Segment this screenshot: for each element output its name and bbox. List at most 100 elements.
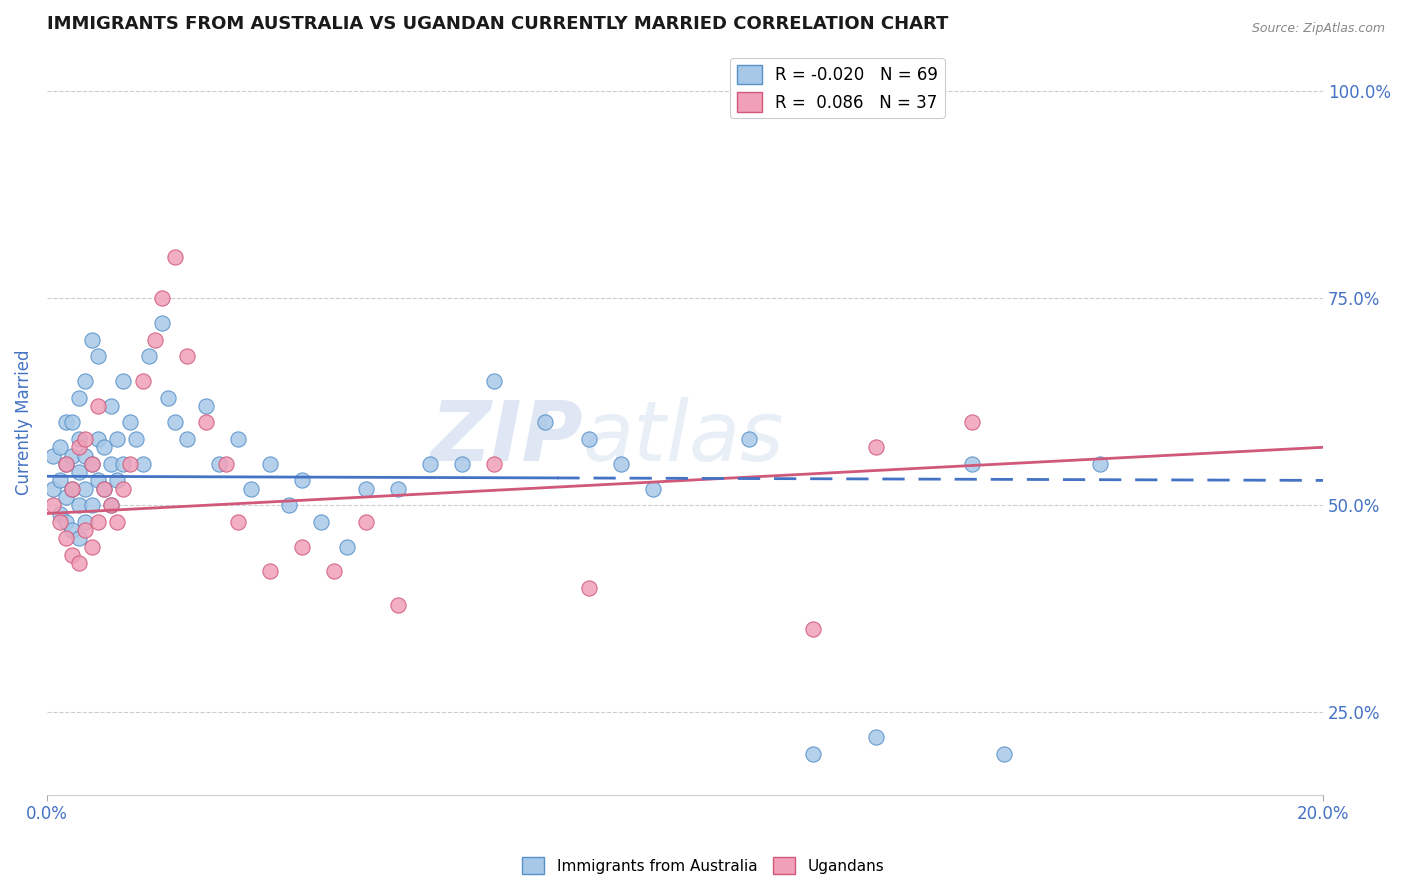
Point xyxy=(67,432,90,446)
Point xyxy=(80,498,103,512)
Point xyxy=(131,374,153,388)
Text: IMMIGRANTS FROM AUSTRALIA VS UGANDAN CURRENTLY MARRIED CORRELATION CHART: IMMIGRANTS FROM AUSTRALIA VS UGANDAN CUR… xyxy=(46,15,948,33)
Point xyxy=(131,457,153,471)
Point xyxy=(1088,457,1111,471)
Point xyxy=(80,457,103,471)
Point xyxy=(387,598,409,612)
Point xyxy=(80,333,103,347)
Point xyxy=(55,515,77,529)
Point xyxy=(67,556,90,570)
Point xyxy=(291,540,314,554)
Point xyxy=(93,482,115,496)
Point xyxy=(100,498,122,512)
Point xyxy=(67,440,90,454)
Point xyxy=(80,540,103,554)
Point xyxy=(105,474,128,488)
Point xyxy=(75,523,97,537)
Point xyxy=(87,399,110,413)
Point xyxy=(48,474,70,488)
Point xyxy=(55,457,77,471)
Point xyxy=(993,747,1015,761)
Point xyxy=(87,474,110,488)
Point xyxy=(125,432,148,446)
Point xyxy=(62,482,84,496)
Point xyxy=(62,523,84,537)
Y-axis label: Currently Married: Currently Married xyxy=(15,350,32,495)
Point xyxy=(48,515,70,529)
Point xyxy=(214,457,236,471)
Point xyxy=(145,333,167,347)
Point xyxy=(960,457,983,471)
Point xyxy=(67,465,90,479)
Legend: Immigrants from Australia, Ugandans: Immigrants from Australia, Ugandans xyxy=(516,851,890,880)
Point xyxy=(55,457,77,471)
Point xyxy=(801,747,824,761)
Point xyxy=(75,432,97,446)
Point xyxy=(112,482,135,496)
Point xyxy=(87,432,110,446)
Point xyxy=(67,532,90,546)
Point xyxy=(643,482,665,496)
Point xyxy=(112,374,135,388)
Point xyxy=(865,730,887,744)
Point xyxy=(87,349,110,363)
Point xyxy=(208,457,231,471)
Point xyxy=(48,507,70,521)
Point xyxy=(100,498,122,512)
Point xyxy=(278,498,301,512)
Point xyxy=(93,440,115,454)
Point xyxy=(578,432,600,446)
Point xyxy=(228,432,250,446)
Point xyxy=(482,374,505,388)
Point xyxy=(55,532,77,546)
Point xyxy=(450,457,472,471)
Point xyxy=(67,498,90,512)
Point xyxy=(419,457,441,471)
Point xyxy=(100,457,122,471)
Point xyxy=(62,548,84,562)
Point xyxy=(100,399,122,413)
Point xyxy=(176,349,198,363)
Point xyxy=(240,482,263,496)
Text: atlas: atlas xyxy=(583,397,785,478)
Point xyxy=(55,416,77,430)
Point xyxy=(42,498,65,512)
Point xyxy=(228,515,250,529)
Point xyxy=(55,490,77,504)
Point xyxy=(195,399,218,413)
Point xyxy=(105,432,128,446)
Point xyxy=(354,482,377,496)
Point xyxy=(801,623,824,637)
Point xyxy=(482,457,505,471)
Point xyxy=(259,565,281,579)
Point xyxy=(42,482,65,496)
Point xyxy=(195,416,218,430)
Legend: R = -0.020   N = 69, R =  0.086   N = 37: R = -0.020 N = 69, R = 0.086 N = 37 xyxy=(730,58,945,119)
Point xyxy=(738,432,761,446)
Point xyxy=(48,440,70,454)
Text: ZIP: ZIP xyxy=(430,397,583,478)
Point xyxy=(176,432,198,446)
Point xyxy=(311,515,333,529)
Point xyxy=(354,515,377,529)
Point xyxy=(87,515,110,529)
Point xyxy=(138,349,160,363)
Point xyxy=(323,565,346,579)
Point xyxy=(75,515,97,529)
Text: Source: ZipAtlas.com: Source: ZipAtlas.com xyxy=(1251,22,1385,36)
Point xyxy=(533,416,555,430)
Point xyxy=(118,416,141,430)
Point xyxy=(865,440,887,454)
Point xyxy=(75,482,97,496)
Point xyxy=(960,416,983,430)
Point xyxy=(62,449,84,463)
Point xyxy=(150,316,173,330)
Point xyxy=(578,581,600,595)
Point xyxy=(105,515,128,529)
Point xyxy=(42,449,65,463)
Point xyxy=(62,482,84,496)
Point xyxy=(62,416,84,430)
Point xyxy=(80,457,103,471)
Point xyxy=(67,391,90,405)
Point xyxy=(118,457,141,471)
